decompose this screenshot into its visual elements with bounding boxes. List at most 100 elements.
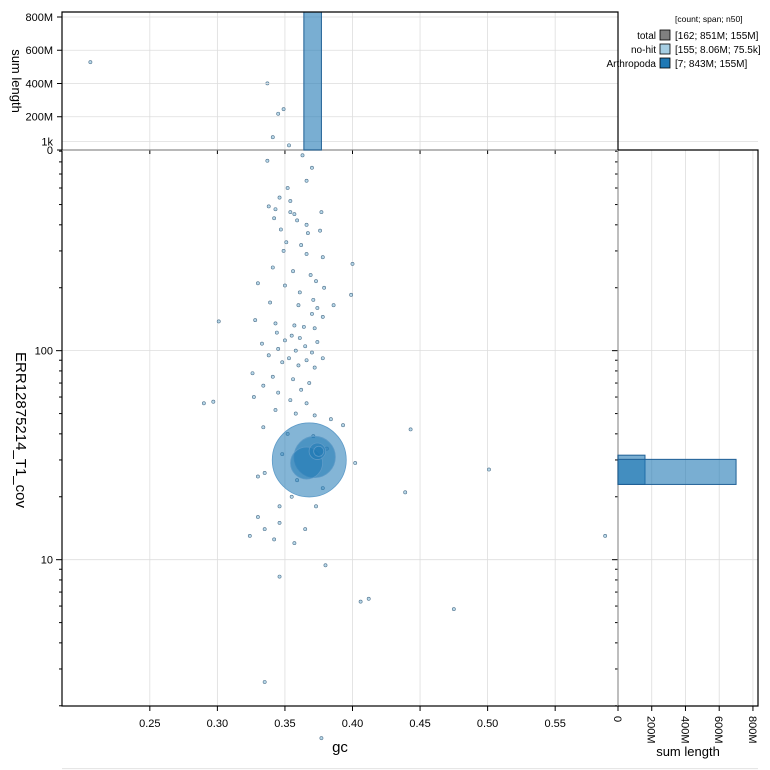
legend-label-arthropoda: Arthropoda: [607, 59, 657, 70]
top-bar: [303, 11, 322, 151]
no-hit-point: [403, 490, 408, 495]
no-hit-point: [304, 222, 309, 227]
no-hit-point: [265, 158, 270, 163]
no-hit-point: [281, 107, 286, 112]
y-tick-label: 100: [35, 346, 53, 358]
no-hit-point: [331, 303, 336, 308]
no-hit-point: [349, 292, 354, 297]
no-hit-point: [277, 520, 282, 525]
no-hit-point: [312, 365, 317, 370]
no-hit-point: [297, 290, 302, 295]
no-hit-point: [276, 346, 281, 351]
no-hit-point: [304, 401, 309, 406]
right-histogram: 0 200M 400M 600M 800M sum length: [611, 149, 759, 759]
legend-label-total: total: [637, 31, 656, 42]
no-hit-point: [262, 680, 267, 684]
no-hit-point: [270, 265, 275, 270]
no-hit-point: [303, 344, 308, 349]
legend-swatch-no-hit: [659, 43, 671, 55]
no-hit-point: [287, 143, 291, 148]
no-hit-point: [299, 387, 304, 392]
no-hit-point: [278, 227, 283, 232]
no-hit-point: [310, 311, 314, 316]
x-axis-ticks: 0.25 0.30 0.35 0.40 0.45 0.50 0.55: [139, 150, 566, 730]
no-hit-point: [273, 207, 278, 212]
legend-stats-total: [162; 851M; 155M]: [675, 31, 759, 42]
top-y-ticks: 0 200M 400M 600M 800M: [25, 12, 62, 157]
no-hit-point: [285, 186, 290, 190]
no-hit-point: [310, 350, 314, 355]
top-histogram: 0 200M 400M 600M 800M sum length: [9, 11, 619, 157]
no-hit-point: [341, 423, 345, 428]
y-tick-label: 1k: [41, 137, 53, 149]
no-hit-point: [276, 390, 281, 395]
no-hit-point: [293, 348, 298, 353]
no-hit-point: [307, 381, 312, 385]
no-hit-point: [323, 563, 328, 568]
arthropoda-circles: [271, 422, 347, 498]
top-gridlines: [62, 16, 618, 151]
no-hit-points: [88, 60, 608, 741]
y-tick-label: 10: [41, 555, 53, 567]
no-hit-point: [270, 135, 275, 140]
main-panel-frame: [61, 149, 619, 707]
x-tick-label: 0.25: [139, 718, 160, 730]
no-hit-point: [273, 408, 278, 412]
no-hit-point: [292, 212, 297, 217]
no-hit-point: [272, 216, 277, 221]
no-hit-point: [274, 330, 279, 335]
no-hit-point: [283, 283, 287, 288]
no-hit-point: [253, 318, 258, 323]
no-hit-point: [408, 427, 413, 432]
right-gridlines: [617, 150, 754, 706]
top-y-axis-title: sum length: [9, 49, 24, 113]
no-hit-point: [306, 231, 310, 236]
no-hit-point: [303, 527, 308, 532]
no-hit-point: [320, 315, 325, 319]
no-hit-point: [297, 336, 302, 340]
no-hit-point: [315, 340, 320, 344]
right-x-axis-title: sum length: [656, 744, 720, 759]
no-hit-point: [353, 461, 358, 465]
legend-label-no-hit: no-hit: [631, 45, 656, 56]
no-hit-point: [216, 319, 221, 324]
no-hit-point: [276, 111, 281, 116]
right-x-ticks: 0 200M 400M 600M 800M: [611, 706, 758, 744]
no-hit-point: [295, 218, 300, 223]
no-hit-point: [292, 541, 297, 546]
x-tick-label: 0.30: [207, 718, 228, 730]
no-hit-point: [310, 165, 314, 170]
no-hit-point: [304, 252, 309, 256]
no-hit-point: [280, 360, 285, 365]
y-axis-title: ERR12875214_T1_cov: [12, 352, 29, 508]
no-hit-point: [291, 269, 295, 274]
no-hit-point: [256, 474, 260, 479]
no-hit-point: [284, 240, 289, 245]
legend-swatch-arthropoda: [659, 57, 671, 69]
no-hit-point: [281, 249, 286, 253]
no-hit-point: [328, 417, 333, 422]
no-hit-point: [256, 281, 260, 286]
no-hit-point: [211, 399, 216, 404]
right-x-tick-label: 200M: [645, 716, 657, 744]
no-hit-point: [320, 356, 325, 361]
no-hit-point: [277, 504, 282, 509]
no-hit-point: [247, 533, 252, 538]
no-hit-point: [262, 471, 267, 475]
no-hit-point: [296, 303, 301, 308]
no-hit-point: [201, 401, 206, 406]
no-hit-point: [311, 297, 316, 302]
no-hit-point: [287, 356, 291, 361]
legend-stats-arthropoda: [7; 843M; 155M]: [675, 59, 747, 70]
x-axis-title: gc: [332, 739, 348, 756]
no-hit-point: [266, 353, 271, 358]
no-hit-point: [322, 285, 327, 290]
right-bars: [617, 454, 737, 485]
no-hit-point: [260, 341, 264, 346]
no-hit-point: [262, 527, 267, 532]
no-hit-point: [261, 425, 266, 430]
x-tick-label: 0.45: [409, 718, 430, 730]
y-axis-ticks: 10 100 1k: [35, 137, 618, 707]
arthropoda-circle: [313, 445, 325, 457]
x-tick-label: 0.35: [274, 718, 295, 730]
